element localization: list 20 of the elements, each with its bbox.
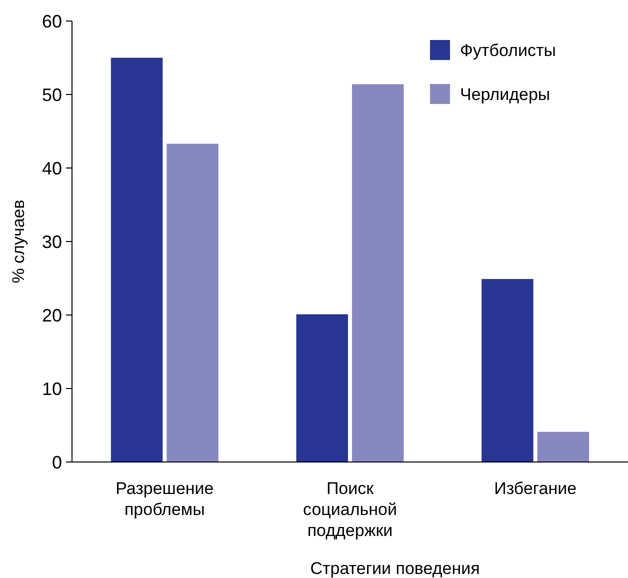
y-tick-label: 30 [42, 232, 62, 252]
bar [537, 432, 590, 462]
legend-label: Черлидеры [460, 84, 550, 104]
y-tick-label: 40 [42, 158, 62, 178]
x-tick-label: Избегание [494, 479, 577, 498]
y-tick-label: 10 [42, 378, 62, 399]
x-axis-title: Стратегии поведения [310, 559, 480, 578]
bar [482, 278, 534, 462]
legend-label: Футболисты [460, 40, 556, 60]
x-tick-label: Поиск социальной поддержки [303, 479, 397, 540]
y-tick-label: 60 [42, 11, 62, 32]
bar [166, 144, 218, 462]
y-tick-label: 0 [52, 452, 62, 472]
bar [352, 84, 404, 462]
bar [110, 58, 163, 462]
y-tick-label: 50 [42, 84, 62, 105]
bar [296, 314, 348, 462]
x-tick-label: Разрешение проблемы [116, 479, 214, 519]
y-tick-label: 20 [42, 305, 62, 326]
y-axis-title: % случаев [9, 200, 28, 284]
